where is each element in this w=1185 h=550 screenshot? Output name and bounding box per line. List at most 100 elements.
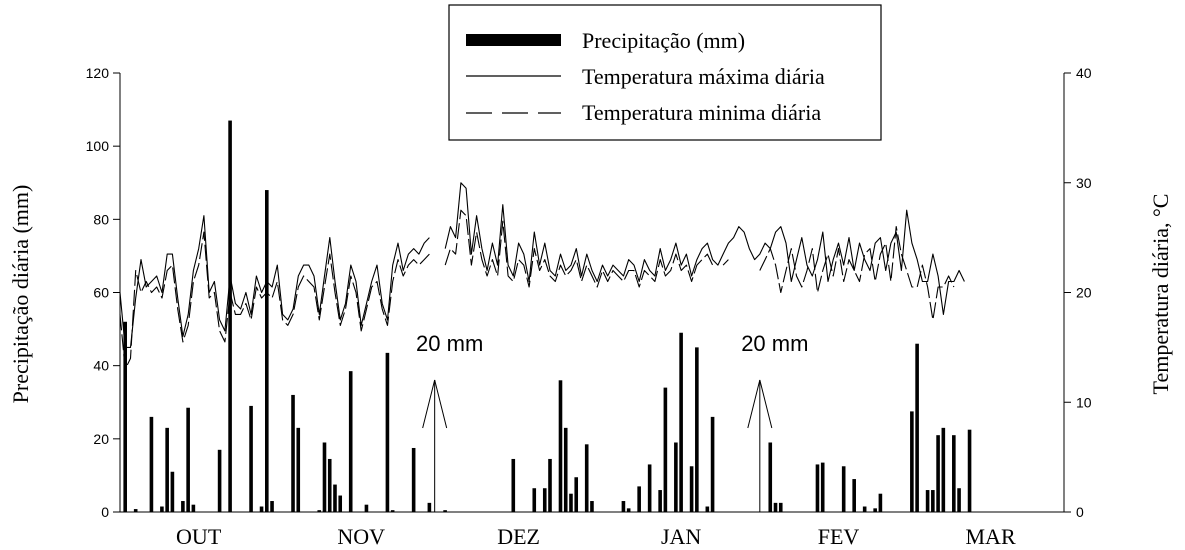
- precip-bar: [186, 407, 190, 512]
- precip-bar: [165, 427, 169, 512]
- precip-bar: [558, 380, 563, 512]
- precip-bar: [385, 352, 390, 512]
- precip-bar: [123, 321, 127, 512]
- y-right-tick-label: 10: [1076, 394, 1092, 410]
- legend-label-tmax: Temperatura máxima diária: [582, 64, 825, 89]
- temperature-lines: [119, 182, 965, 370]
- precip-bar: [679, 332, 683, 512]
- x-month-label: NOV: [337, 524, 385, 549]
- precip-bar: [333, 484, 337, 512]
- y-right-tick-label: 0: [1076, 504, 1084, 520]
- y-left-tick-label: 60: [93, 285, 109, 301]
- precip-bar: [249, 405, 253, 512]
- precip-bar: [663, 387, 668, 512]
- precip-bar: [941, 427, 946, 512]
- precip-bar: [710, 416, 715, 512]
- precip-bar: [338, 495, 343, 512]
- y-left-tick-label: 120: [86, 65, 110, 81]
- x-month-label: FEV: [818, 524, 860, 549]
- annotation-label: 20 mm: [416, 331, 483, 356]
- precip-bar: [915, 343, 919, 512]
- precip-bar: [689, 466, 694, 512]
- annotations: 20 mm 20 mm: [416, 331, 808, 512]
- axes: 0 20 40 60 80 100 120 0 10 20 30 40 OUT NOV DEZ JAN FEV M…: [86, 65, 1092, 549]
- x-month-label: DEZ: [497, 524, 540, 549]
- precip-bar: [542, 488, 547, 512]
- precip-bar: [217, 449, 222, 512]
- precip-bar: [873, 508, 877, 512]
- precip-bar: [390, 510, 395, 512]
- precip-bar: [443, 510, 447, 512]
- precip-bar: [133, 509, 138, 512]
- tmax-line: [444, 182, 965, 315]
- y-right-tick-label: 40: [1076, 65, 1092, 81]
- precip-bar: [647, 464, 652, 512]
- precip-bar: [590, 501, 594, 512]
- precip-bar: [170, 471, 175, 512]
- y-right-tick-label: 30: [1076, 175, 1092, 191]
- precip-bar: [815, 464, 820, 512]
- precip-bar: [621, 501, 626, 512]
- y-right-label: Temperatura diária, °C: [1148, 194, 1173, 395]
- precip-bar: [768, 442, 773, 512]
- precip-bar: [181, 501, 185, 512]
- precip-bar: [574, 477, 579, 512]
- precip-bar: [841, 466, 846, 512]
- precip-bar: [548, 458, 552, 512]
- precip-bar: [291, 394, 295, 512]
- precip-bar: [957, 488, 961, 512]
- precip-bar: [584, 444, 589, 512]
- precip-bar: [322, 442, 327, 512]
- precip-bar: [191, 504, 196, 512]
- legend-swatch-precip: [466, 34, 561, 46]
- precip-bar: [967, 429, 972, 512]
- x-month-label: MAR: [966, 524, 1016, 549]
- y-right-tick-label: 20: [1076, 285, 1092, 301]
- precip-bar: [658, 490, 662, 512]
- x-month-label: JAN: [661, 524, 701, 549]
- annotation-label: 20 mm: [741, 331, 808, 356]
- legend-label-precip: Precipitação (mm): [582, 28, 745, 53]
- tmin-line: [444, 209, 714, 288]
- precip-bar: [936, 435, 940, 512]
- precip-bar: [910, 411, 914, 512]
- precip-bar: [532, 488, 537, 512]
- precip-bar: [852, 479, 856, 512]
- precip-bar: [327, 458, 332, 512]
- legend-box: [448, 4, 882, 141]
- precipitation-bars: [123, 120, 972, 513]
- precip-bar: [411, 447, 416, 512]
- tmin-line: [119, 231, 430, 370]
- precip-bar: [348, 371, 353, 512]
- precip-bar: [695, 347, 699, 512]
- precip-bar: [296, 427, 301, 512]
- y-left-tick-label: 80: [93, 211, 109, 227]
- precip-bar: [773, 502, 778, 512]
- legend: Precipitação (mm) Temperatura máxima diá…: [448, 4, 882, 141]
- precip-bar: [674, 442, 678, 512]
- tmin-line: [722, 259, 729, 266]
- legend-label-tmin: Temperatura minima diária: [582, 100, 821, 125]
- precip-bar: [931, 490, 935, 512]
- y-left-tick-label: 100: [86, 138, 110, 154]
- precip-bar: [228, 120, 232, 512]
- precip-bar: [265, 190, 269, 513]
- y-left-tick-label: 20: [93, 431, 109, 447]
- precip-bar: [820, 462, 825, 512]
- y-left-tick-label: 0: [101, 504, 109, 520]
- x-month-label: OUT: [176, 524, 222, 549]
- precip-bar: [778, 502, 783, 512]
- y-left-tick-label: 40: [93, 358, 109, 374]
- precip-bar: [862, 506, 867, 512]
- precip-bar: [626, 508, 631, 512]
- precip-bar: [317, 510, 322, 512]
- precip-bar: [637, 486, 641, 512]
- tmax-line: [119, 215, 430, 348]
- precip-bar: [427, 502, 432, 512]
- precip-bar: [705, 506, 710, 512]
- precip-bar: [952, 435, 956, 512]
- precip-bar: [160, 506, 164, 512]
- precip-bar: [149, 416, 154, 512]
- tmin-line: [759, 226, 955, 321]
